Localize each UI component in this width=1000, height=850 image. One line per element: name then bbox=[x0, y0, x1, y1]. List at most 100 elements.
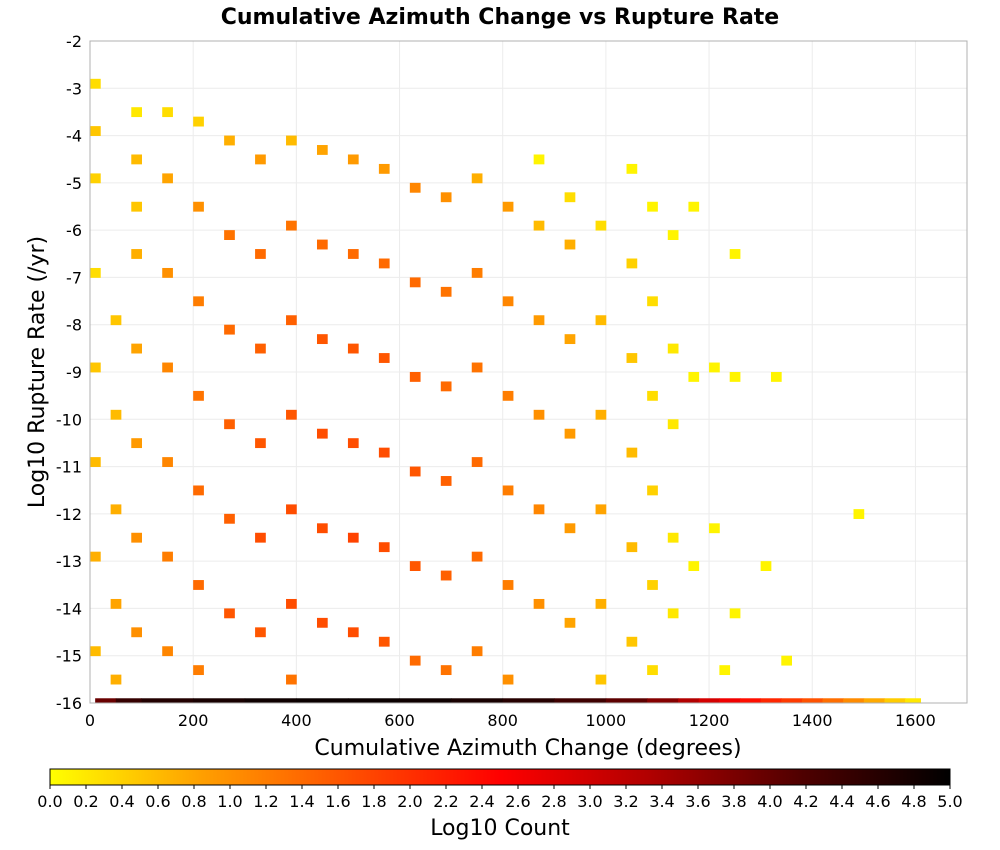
x-tick-label: 1600 bbox=[895, 711, 936, 730]
heatmap-cell bbox=[110, 315, 122, 326]
heatmap-cell bbox=[502, 485, 514, 496]
heatmap-cell bbox=[647, 201, 658, 212]
heatmap-cell bbox=[286, 315, 297, 326]
heatmap-cell bbox=[255, 249, 266, 259]
heatmap-cell bbox=[162, 173, 173, 184]
heatmap-cell bbox=[162, 551, 173, 562]
y-tick-label: -2 bbox=[66, 32, 82, 51]
heatmap-cell bbox=[110, 598, 122, 609]
heatmap-cell bbox=[709, 523, 720, 534]
colorbar-tick-label: 3.8 bbox=[721, 792, 746, 811]
colorbar-tick-label: 0.6 bbox=[145, 792, 170, 811]
heatmap-cell bbox=[471, 551, 483, 562]
y-tick-label: -12 bbox=[56, 505, 82, 524]
colorbar-tick-label: 1.4 bbox=[289, 792, 314, 811]
heatmap-cell bbox=[316, 428, 328, 439]
heatmap-cell-bottom-row bbox=[95, 698, 117, 703]
heatmap-cell bbox=[770, 372, 782, 382]
heatmap-cell bbox=[440, 286, 452, 297]
heatmap-cell bbox=[667, 343, 679, 354]
heatmap-cell-bottom-row bbox=[554, 698, 607, 703]
heatmap-cell bbox=[533, 220, 545, 231]
heatmap-cell bbox=[595, 504, 607, 515]
heatmap-cell bbox=[378, 353, 390, 363]
y-tick-label: -16 bbox=[56, 694, 82, 713]
heatmap-cell bbox=[688, 561, 700, 571]
heatmap-cell bbox=[131, 438, 142, 449]
chart-title: Cumulative Azimuth Change vs Rupture Rat… bbox=[221, 5, 779, 30]
heatmap-cell-bottom-row bbox=[905, 698, 921, 703]
heatmap-cell bbox=[440, 381, 452, 392]
heatmap-cell bbox=[255, 343, 266, 354]
x-tick-label: 0 bbox=[85, 711, 95, 730]
colorbar-tick-label: 4.0 bbox=[757, 792, 782, 811]
heatmap-cell bbox=[595, 220, 607, 231]
heatmap-cell bbox=[347, 438, 359, 449]
heatmap-cells bbox=[90, 78, 921, 703]
heatmap-cell bbox=[131, 627, 142, 638]
colorbar-tick-label: 3.6 bbox=[685, 792, 710, 811]
heatmap-cell bbox=[647, 296, 658, 307]
heatmap-cell bbox=[626, 447, 638, 458]
plot-border bbox=[89, 40, 968, 704]
heatmap-cell bbox=[533, 598, 545, 609]
heatmap-cell bbox=[595, 598, 607, 609]
heatmap-cell bbox=[533, 315, 545, 326]
y-tick-label: -13 bbox=[56, 552, 82, 571]
heatmap-cell bbox=[224, 419, 235, 430]
heatmap-cell-bottom-row bbox=[141, 698, 194, 703]
colorbar-tick-label: 0.8 bbox=[181, 792, 206, 811]
heatmap-cell bbox=[626, 636, 638, 647]
heatmap-cell-bottom-row bbox=[193, 698, 246, 703]
heatmap-cell bbox=[667, 608, 679, 619]
heatmap-cell bbox=[440, 570, 452, 581]
heatmap-cell bbox=[440, 476, 452, 486]
heatmap-cell-bottom-row bbox=[605, 698, 648, 703]
heatmap-cell bbox=[729, 608, 741, 619]
heatmap-cell bbox=[853, 509, 865, 519]
colorbar-tick-label: 2.8 bbox=[541, 792, 566, 811]
heatmap-cell bbox=[316, 617, 328, 628]
heatmap-cell bbox=[131, 343, 142, 354]
heatmap-cell bbox=[162, 362, 173, 373]
heatmap-cell bbox=[729, 249, 741, 259]
heatmap-cell bbox=[131, 201, 142, 212]
heatmap-cell bbox=[471, 457, 483, 467]
heatmap-cell bbox=[347, 343, 359, 354]
x-tick-label: 200 bbox=[178, 711, 209, 730]
y-tick-label: -9 bbox=[66, 363, 82, 382]
heatmap-cell bbox=[316, 239, 328, 250]
heatmap-cell-bottom-row bbox=[843, 698, 865, 703]
heatmap-cell bbox=[378, 447, 390, 458]
heatmap-cell bbox=[110, 504, 122, 515]
heatmap-cell-bottom-row bbox=[244, 698, 297, 703]
heatmap-cell bbox=[162, 107, 173, 118]
heatmap-cell bbox=[647, 580, 658, 590]
colorbar-tick-label: 1.2 bbox=[253, 792, 278, 811]
heatmap-cell-bottom-row bbox=[296, 698, 349, 703]
heatmap-cell bbox=[533, 154, 545, 165]
heatmap-cell bbox=[193, 116, 204, 127]
heatmap-cell bbox=[347, 532, 359, 543]
heatmap-cell-bottom-row bbox=[801, 698, 823, 703]
heatmap-cell bbox=[564, 523, 576, 534]
colorbar-tick-label: 3.0 bbox=[577, 792, 602, 811]
colorbar-tick-label: 2.0 bbox=[397, 792, 422, 811]
heatmap-cell bbox=[533, 504, 545, 515]
grid-lines bbox=[89, 40, 967, 704]
heatmap-cell bbox=[502, 296, 514, 307]
heatmap-cell-bottom-row bbox=[822, 698, 844, 703]
colorbar-tick-label: 1.0 bbox=[217, 792, 242, 811]
heatmap-cell bbox=[378, 542, 390, 553]
colorbar-tick-label: 4.8 bbox=[901, 792, 926, 811]
heatmap-cell bbox=[564, 334, 576, 345]
heatmap-cell-bottom-row bbox=[698, 698, 720, 703]
x-tick-label: 1400 bbox=[792, 711, 833, 730]
heatmap-cell bbox=[626, 542, 638, 553]
colorbar-tick-label: 2.2 bbox=[433, 792, 458, 811]
heatmap-cell bbox=[255, 627, 266, 638]
heatmap-cell bbox=[110, 674, 122, 685]
colorbar-tick-label: 2.4 bbox=[469, 792, 494, 811]
heatmap-cell bbox=[440, 192, 452, 203]
heatmap-cell bbox=[90, 173, 101, 184]
